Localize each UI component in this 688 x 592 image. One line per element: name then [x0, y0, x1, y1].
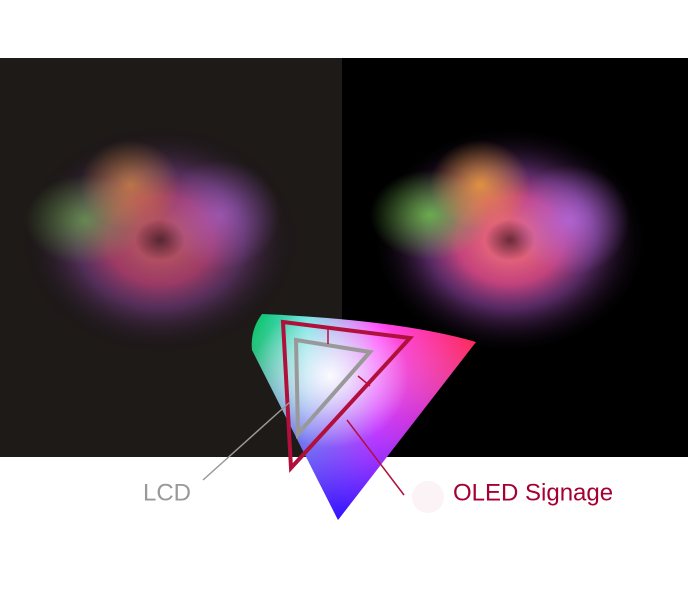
- color-gamut: [251, 314, 476, 520]
- oled-panel: [342, 58, 688, 457]
- oled-label: OLED Signage: [453, 479, 613, 506]
- lcd-panel: [0, 58, 342, 457]
- oled-leader: [346, 419, 405, 496]
- lcd-gamut: [293, 337, 374, 440]
- lcd-label: LCD: [143, 479, 191, 506]
- oled-dot: [412, 481, 444, 513]
- lcd-leader: [202, 401, 291, 481]
- oled-gamut: [280, 319, 415, 473]
